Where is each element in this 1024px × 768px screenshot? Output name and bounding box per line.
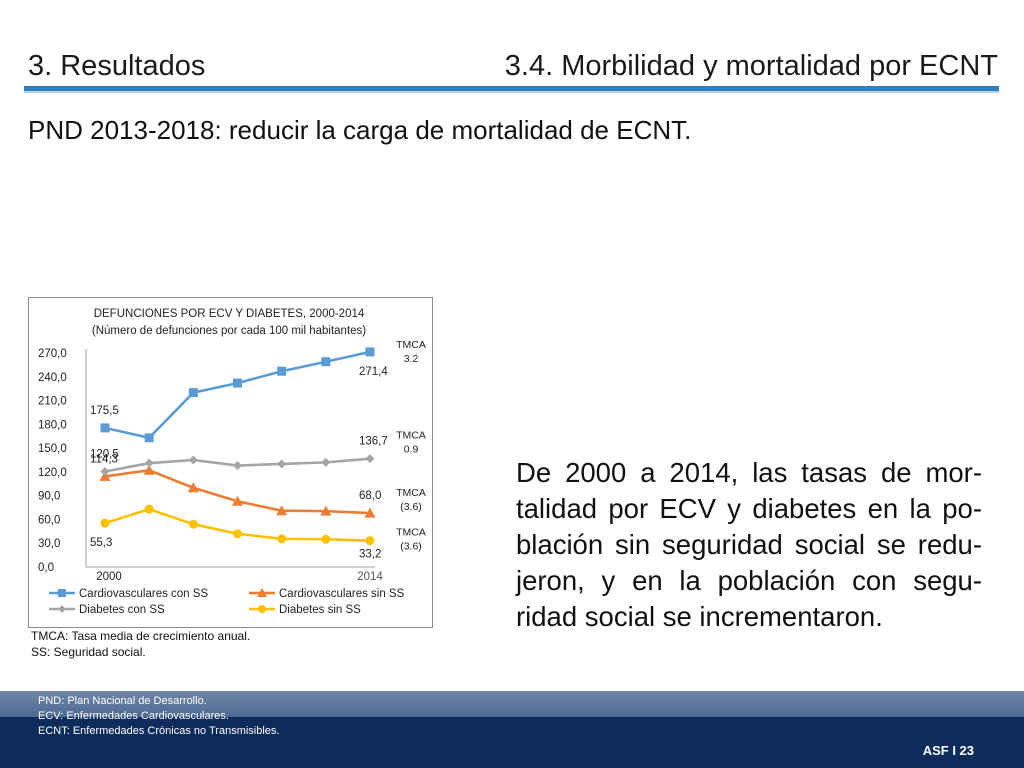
data-point — [277, 459, 287, 469]
note-ss: SS: Seguridad social. — [31, 645, 146, 659]
data-point — [188, 519, 198, 529]
legend-swatch-marker — [258, 605, 266, 613]
data-point — [321, 357, 331, 367]
data-point — [277, 534, 287, 544]
tmca-label: TMCA — [396, 487, 426, 499]
data-label-start: 120,5 — [90, 448, 119, 460]
data-point — [233, 461, 242, 471]
data-point — [365, 536, 375, 546]
data-label-start: 114,3 — [90, 453, 118, 465]
chart-notes: TMCA: Tasa media de crecimiento anual. S… — [31, 628, 250, 660]
legend-swatch-marker — [58, 605, 66, 613]
data-point — [144, 433, 154, 443]
data-point — [144, 504, 154, 514]
section-title: 3. Resultados — [28, 50, 206, 82]
x-tick-label: 2014 — [357, 571, 383, 583]
footer-band — [0, 691, 1024, 717]
y-tick-label: 240,0 — [38, 372, 67, 384]
title-divider — [24, 86, 999, 91]
data-point — [188, 455, 198, 465]
footer-bar — [0, 717, 1024, 768]
data-point — [276, 505, 288, 516]
footer-abbreviations: PND: Plan Nacional de Desarrollo. ECV: E… — [38, 694, 279, 739]
data-label-end: 33,2 — [359, 549, 381, 561]
summary-paragraph: De 2000 a 2014, las tasas de mor-talidad… — [516, 457, 982, 632]
chart-title: DEFUNCIONES POR ECV Y DIABETES, 2000-201… — [94, 308, 365, 320]
data-label-end: 68,0 — [359, 490, 381, 502]
tmca-label: TMCA — [396, 527, 426, 539]
mortality-line-chart: DEFUNCIONES POR ECV Y DIABETES, 2000-201… — [28, 297, 433, 628]
data-point — [277, 366, 287, 376]
y-tick-label: 0,0 — [38, 562, 54, 574]
chart-subtitle: (Número de defunciones por cada 100 mil … — [92, 325, 366, 337]
subsection-title: 3.4. Morbilidad y mortalidad por ECNT — [504, 50, 998, 82]
footer-note-pnd: PND: Plan Nacional de Desarrollo. — [38, 695, 207, 707]
y-tick-label: 30,0 — [38, 538, 60, 550]
y-tick-label: 60,0 — [38, 514, 60, 526]
y-tick-label: 150,0 — [38, 443, 67, 455]
data-label-end: 271,4 — [359, 366, 388, 378]
legend-label: Diabetes con SS — [79, 604, 165, 616]
data-point — [100, 518, 110, 528]
legend-swatch-marker — [58, 589, 66, 597]
data-point — [365, 347, 375, 357]
data-point — [321, 534, 331, 544]
series-line — [104, 469, 371, 515]
data-label-start: 175,5 — [90, 405, 119, 417]
data-point — [233, 529, 242, 539]
data-point — [144, 458, 154, 468]
slide-number: ASF I 23 — [922, 743, 974, 758]
tmca-value: 0.9 — [404, 444, 419, 456]
y-tick-label: 90,0 — [38, 491, 60, 503]
data-point — [233, 378, 242, 388]
objective-statement: PND 2013-2018: reducir la carga de morta… — [28, 115, 692, 145]
legend-label: Cardiovasculares sin SS — [279, 588, 405, 600]
data-point — [100, 423, 110, 433]
chart-canvas: DEFUNCIONES POR ECV Y DIABETES, 2000-201… — [38, 308, 426, 616]
tmca-label: TMCA — [396, 430, 426, 442]
legend-label: Diabetes sin SS — [279, 604, 361, 616]
x-tick-label: 2000 — [96, 571, 122, 583]
tmca-value: 3.2 — [404, 353, 419, 365]
data-point — [320, 505, 332, 516]
data-point — [321, 457, 331, 467]
tmca-value: (3.6) — [400, 501, 422, 513]
data-label-start: 55,3 — [90, 537, 112, 549]
data-point — [143, 464, 155, 475]
data-point — [188, 388, 198, 398]
y-tick-label: 120,0 — [38, 467, 67, 479]
data-label-end: 136,7 — [359, 436, 388, 448]
legend-swatch-marker — [257, 588, 267, 597]
note-tmca: TMCA: Tasa media de crecimiento anual. — [31, 629, 251, 643]
y-tick-label: 180,0 — [38, 419, 67, 431]
data-point — [365, 454, 375, 464]
y-tick-label: 210,0 — [38, 396, 67, 408]
tmca-value: (3.6) — [400, 541, 422, 553]
footer-note-ecnt: ECNT: Enfermedades Crónicas no Transmisi… — [38, 725, 280, 737]
data-point — [100, 466, 110, 476]
data-point — [364, 507, 376, 518]
tmca-label: TMCA — [396, 339, 426, 351]
data-point — [232, 495, 243, 506]
title-divider-shadow — [24, 91, 999, 93]
legend-label: Cardiovasculares con SS — [79, 588, 208, 600]
data-point — [187, 482, 199, 493]
y-tick-label: 270,0 — [38, 348, 67, 360]
footer-note-ecv: ECV: Enfermedades Cardiovasculares. — [38, 710, 229, 722]
